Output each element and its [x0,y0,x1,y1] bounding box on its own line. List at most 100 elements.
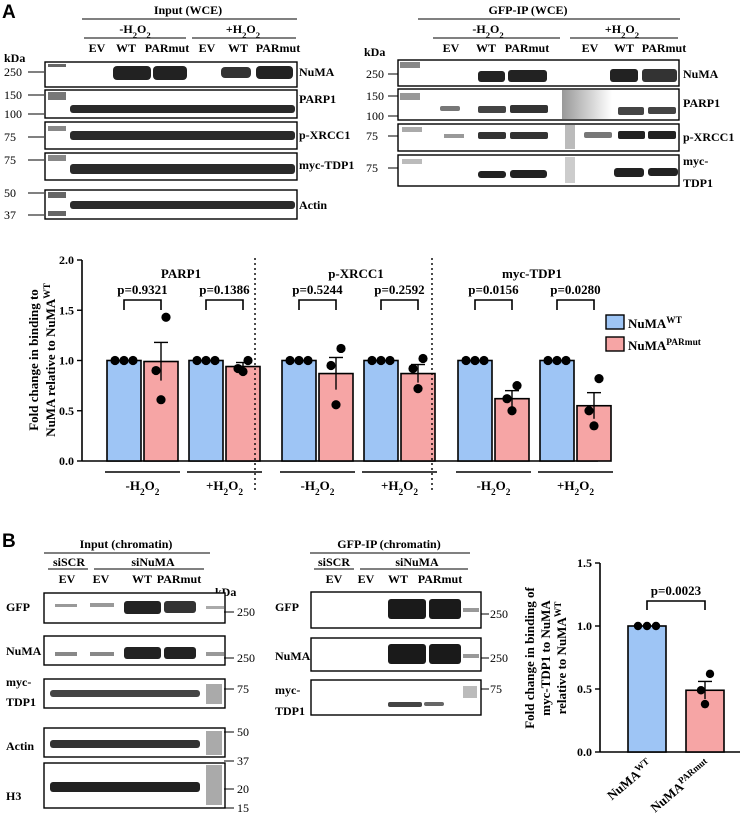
lane-label: PARmut [145,41,189,55]
mw-marker: 50 [4,186,16,200]
mw-marker: 75 [4,153,16,167]
data-point [543,355,553,366]
bar-chart-a: 0.0 0.5 1.0 1.5 2.0 Fold change in binding to… [26,253,702,498]
lane-label: PARmut [256,41,300,55]
lane-label: WT [132,572,152,586]
b-input-lane-labels: EV EV WT PARmut [59,572,202,586]
data-point [192,355,202,366]
data-point [502,394,512,404]
bar [685,689,725,753]
y-tick-label: 1.5 [577,556,592,570]
mw-marker: 250 [4,65,22,79]
data-point [418,353,428,364]
band-label: NuMA [275,649,311,663]
lane-label: PARmut [157,572,201,586]
p-value: p=0.0023 [651,583,702,598]
mw-marker: 75 [237,682,249,696]
y-tick-label: 1.5 [59,303,74,317]
b-ip-title: GFP-IP (chromatin) [337,537,440,551]
data-point [201,355,211,366]
lane-label: PARmut [505,41,549,55]
mw-marker: 250 [490,651,508,665]
data-point [479,355,489,366]
ip-kda-label: kDa [364,45,385,59]
mw-marker: 100 [366,109,384,123]
x-condition-label: -H2O2 [301,478,335,498]
data-point [110,355,120,366]
data-point [156,395,166,405]
input-kda-label: kDa [4,51,25,65]
b-ip-grp2: siNuMA [395,555,439,569]
significance-bracket [474,299,513,310]
mw-marker: 75 [366,129,378,143]
data-point [285,355,295,366]
band-label: Actin [299,198,327,212]
x-condition-label: -H2O2 [477,478,511,498]
x-condition-label: +H2O2 [206,478,243,498]
gfp-ip-wce-blots [397,59,680,187]
y-axis-label: NuMA relative to NuMAWT [43,282,58,436]
y-tick-label: 1.0 [577,619,592,633]
data-point [238,366,248,377]
y-axis-label: Fold change in binding to [26,289,41,431]
data-point [243,355,253,366]
input-mw-markers: 250 150 100 75 75 50 37 [4,65,44,222]
y-axis-label: relative to NuMAWT [554,601,569,715]
y-tick-label: 0.5 [577,682,592,696]
ip-band-labels: NuMA PARP1 p-XRCC1 myc- TDP1 [683,67,734,190]
band-label: TDP1 [275,704,305,718]
mw-marker: 250 [490,607,508,621]
gfp-ip-wce-header: GFP-IP (WCE) EV WT PARmut EV WT PARmut kDa -H… [364,3,686,59]
band-label: Actin [6,739,34,753]
significance-bracket [646,600,706,610]
y-tick-label: 0.0 [59,454,74,468]
b-ip-blot-myc-tdp1 [310,679,482,716]
band-label: TDP1 [683,176,713,190]
data-point [210,355,220,366]
x-condition-label: +H2O2 [557,478,594,498]
band-label: p-XRCC1 [683,130,734,144]
b-ip-lane-labels: EV EV WT PARmut [326,572,463,586]
legend-swatch [605,336,625,352]
data-point [385,355,395,366]
data-point [331,400,341,410]
mw-marker: 15 [237,801,249,815]
data-point [376,355,386,366]
lane-label: PARmut [418,572,462,586]
mw-marker: 250 [237,651,255,665]
band-label: H3 [6,789,21,803]
band-label: myc- [683,154,708,168]
y-tick-label: 1.0 [59,354,74,368]
lane-label: EV [443,41,460,55]
mw-marker: 250 [237,605,255,619]
input-lane-labels: EV WT PARmut EV WT PARmut [89,41,301,55]
b-input-band-labels: GFP NuMA myc- TDP1 Actin H3 [6,600,42,803]
lane-label: PARmut [642,41,686,55]
input-wce-blots [44,61,298,220]
data-point [413,384,423,394]
band-label: myc- [6,675,31,689]
band-label: NuMA [683,67,719,81]
ip-blot-frame-parp1 [397,88,680,121]
mw-marker: 50 [237,725,249,739]
data-point [561,355,571,366]
data-point [408,363,418,374]
b-input-title: Input (chromatin) [80,537,173,551]
band-label: p-XRCC1 [299,128,350,142]
p-value: p=0.0156 [468,282,519,297]
input-chromatin-header: Input (chromatin) siSCR siNuMA EV EV WT PAR… [44,537,236,599]
data-point [594,373,604,384]
b-input-mw-markers: 250 250 75 50 37 20 15 [224,605,255,815]
significance-bracket [556,299,595,310]
x-condition-label: -H2O2 [126,478,160,498]
bar [539,359,575,462]
data-point [696,686,706,695]
b-input-grp1: siSCR [53,555,85,569]
data-point [303,355,313,366]
band-label: PARP1 [683,96,720,110]
mw-marker: 75 [4,130,16,144]
significance-bracket [298,299,337,310]
ip-lane-labels: EV WT PARmut EV WT PARmut [443,41,687,55]
bar [363,359,399,462]
